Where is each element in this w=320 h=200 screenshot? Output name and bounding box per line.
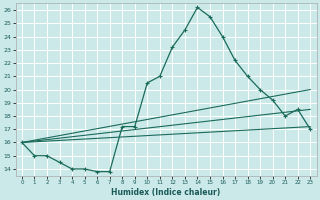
X-axis label: Humidex (Indice chaleur): Humidex (Indice chaleur) <box>111 188 221 197</box>
